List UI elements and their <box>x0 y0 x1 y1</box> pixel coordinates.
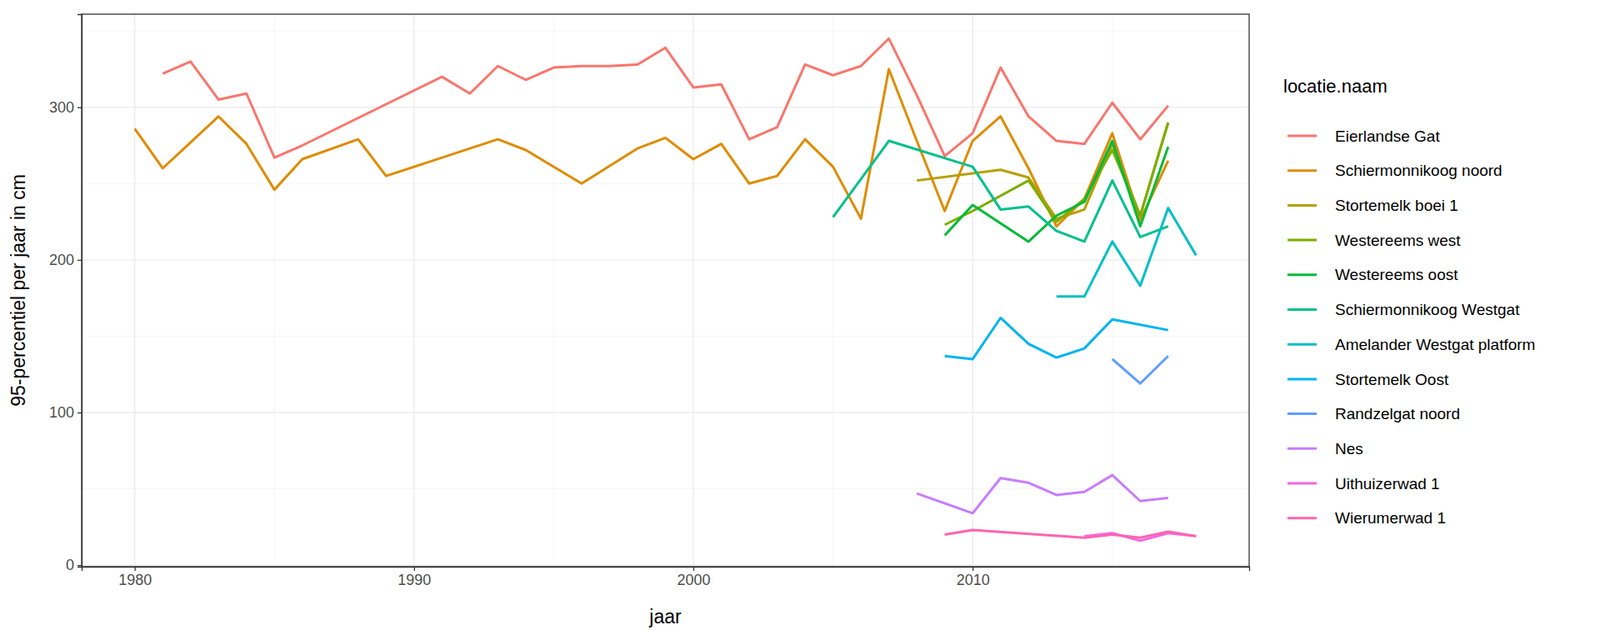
tick: 200 <box>49 251 82 269</box>
legend-label: Nes <box>1335 440 1364 458</box>
tick-label: 0 <box>65 556 75 574</box>
tick-mark <box>77 107 82 109</box>
series-line <box>945 317 1169 359</box>
tick-mark <box>77 565 82 566</box>
legend-key <box>1287 308 1317 311</box>
grid-line <box>81 259 1250 260</box>
grid-line <box>972 14 974 567</box>
minor-grid-line <box>81 183 1250 185</box>
legend-key <box>1287 516 1317 520</box>
series-line <box>162 38 1169 158</box>
x-axis: 1980 1990 2000 2010 <box>82 566 1250 589</box>
legend-key <box>1287 169 1317 172</box>
tick-label: 100 <box>49 404 75 421</box>
minor-grid-line <box>81 30 1250 32</box>
legend-label: Eierlandse Gat <box>1335 127 1440 145</box>
plot-panel <box>81 14 1250 567</box>
legend-key <box>1287 412 1317 415</box>
x-axis-title: jaar <box>648 605 682 628</box>
legend-label: Amelander Westgat platform <box>1335 335 1535 354</box>
tick: 2010 <box>956 566 990 589</box>
tick-label: 2000 <box>676 571 710 589</box>
series-line <box>916 122 1169 219</box>
axis-line <box>77 15 83 568</box>
legend-label: Uithuizerwad 1 <box>1335 475 1440 493</box>
tick: 300 <box>49 99 82 116</box>
series-line <box>916 475 1169 514</box>
legend-key <box>1287 135 1317 138</box>
legend-label: Stortemelk Oost <box>1335 370 1450 389</box>
tick-label: 1990 <box>397 571 431 589</box>
series-line <box>833 140 1169 242</box>
tick-label: 300 <box>49 99 75 116</box>
tick: 1980 <box>118 566 152 589</box>
series-line <box>1056 208 1197 297</box>
series-line <box>1112 355 1169 384</box>
legend-label: Randzelgat noord <box>1335 405 1460 423</box>
tick-mark <box>77 412 82 414</box>
tick: 2000 <box>676 566 710 589</box>
minor-grid-line <box>832 14 834 567</box>
minor-grid-line <box>553 14 555 567</box>
tick-mark <box>972 566 974 571</box>
legend-label: Westereems west <box>1335 231 1461 250</box>
y-axis: 0 100 200 300 <box>49 15 83 575</box>
legend-key <box>1287 377 1317 380</box>
tick-mark <box>693 566 695 571</box>
grid-line <box>692 14 694 567</box>
grid-line <box>81 411 1250 413</box>
tick: 100 <box>49 404 82 421</box>
legend-key <box>1287 239 1317 242</box>
legend: locatie.naam Eierlandse Gat Schiermonnikoo… <box>1283 75 1535 527</box>
tick-mark <box>414 566 415 571</box>
tick-label: 2010 <box>956 571 990 589</box>
minor-grid-line <box>81 488 1250 490</box>
plot-frame <box>81 14 1250 567</box>
legend-label: Schiermonnikoog Westgat <box>1335 300 1520 319</box>
lines <box>135 38 1197 541</box>
y-axis-title: 95-percentiel per jaar in cm <box>7 174 30 407</box>
legend-key <box>1287 447 1317 450</box>
grid-line <box>81 106 1250 108</box>
chart: 1980 1990 2000 2010 0 100 200 300 jaar 95-percent… <box>0 0 1600 640</box>
grid-line <box>413 14 415 567</box>
series-line <box>945 530 1197 538</box>
legend-key <box>1287 204 1317 207</box>
minor-grid-line <box>274 14 275 567</box>
series-line <box>135 69 1169 227</box>
grid-line <box>81 565 1250 566</box>
legend-label: Stortemelk boei 1 <box>1335 196 1459 215</box>
tick: 1990 <box>397 566 431 589</box>
axis-line <box>82 567 1250 572</box>
legend-key <box>1287 273 1317 276</box>
tick-label: 1980 <box>118 571 152 589</box>
legend-label: Westereems oost <box>1335 265 1459 284</box>
legend-key <box>1287 482 1317 485</box>
tick: 0 <box>65 556 82 574</box>
tick-label: 200 <box>49 251 75 269</box>
legend-label: Schiermonnikoog noord <box>1335 161 1503 180</box>
grid-line <box>134 14 135 567</box>
minor-grid-line <box>81 335 1250 337</box>
legend-key <box>1287 343 1317 346</box>
background <box>0 0 1600 640</box>
grid <box>81 14 1250 567</box>
tick-mark <box>135 566 136 571</box>
legend-title: locatie.naam <box>1283 75 1388 97</box>
legend-label: Wierumerwad 1 <box>1335 509 1446 527</box>
minor-grid-line <box>1111 14 1113 567</box>
tick-mark <box>77 260 82 261</box>
